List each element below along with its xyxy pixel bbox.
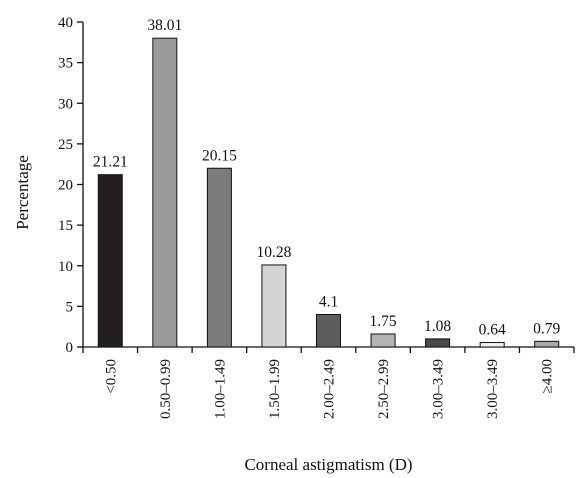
bar: [534, 340, 560, 348]
x-axis-title: Corneal astigmatism (D): [244, 455, 412, 474]
x-tick-label: ≥4.00: [540, 359, 556, 393]
y-tick-label: 25: [58, 137, 73, 153]
y-ticks: 0 5 10 15 20 25 30 35 40: [58, 15, 83, 356]
data-label: 20.15: [202, 147, 237, 164]
data-label: 1.08: [424, 318, 451, 335]
y-tick-label: 0: [66, 340, 74, 356]
bar: [152, 37, 178, 348]
data-label: 10.28: [257, 244, 292, 261]
y-tick-label: 40: [58, 15, 73, 31]
x-tick-label: 0.50–0.99: [158, 359, 174, 419]
bar: [316, 314, 341, 348]
x-tick-label: 2.50–2.99: [376, 359, 392, 419]
bar: [479, 342, 505, 348]
bar: [370, 333, 396, 348]
y-tick-label: 30: [58, 96, 73, 112]
data-label: 4.1: [319, 294, 338, 311]
x-tick-label: 1.00–1.49: [212, 359, 228, 419]
y-tick-label: 15: [58, 218, 73, 234]
data-label: 21.21: [93, 154, 128, 171]
y-tick-label: 35: [58, 56, 73, 72]
x-tick-label: 2.00–2.49: [322, 359, 338, 419]
bars: [97, 37, 560, 348]
y-tick-label: 5: [66, 299, 74, 315]
y-tick-label: 20: [58, 178, 73, 194]
x-ticks: <0.50 0.50–0.99 1.00–1.49 1.50–1.99 2.00–2.4…: [82, 347, 575, 419]
bar: [261, 264, 287, 348]
data-label: 0.79: [533, 320, 560, 337]
bar: [97, 174, 123, 348]
x-tick-label: 3.00–3.49: [431, 359, 447, 419]
data-labels: 21.21 38.01 20.15 10.28 4.1 1.75 1.08 0.64 0.79: [93, 17, 561, 338]
data-label: 38.01: [147, 17, 182, 34]
bar: [425, 338, 451, 348]
y-tick-label: 10: [58, 259, 73, 275]
x-tick-label: 1.50–1.99: [267, 359, 283, 419]
bar: [206, 167, 232, 348]
data-label: 0.64: [479, 322, 506, 339]
y-axis-title: Percentage: [13, 155, 32, 230]
x-tick-label: <0.50: [103, 359, 119, 394]
x-tick-label: 3.00–3.49: [485, 359, 501, 419]
data-label: 1.75: [369, 313, 396, 330]
